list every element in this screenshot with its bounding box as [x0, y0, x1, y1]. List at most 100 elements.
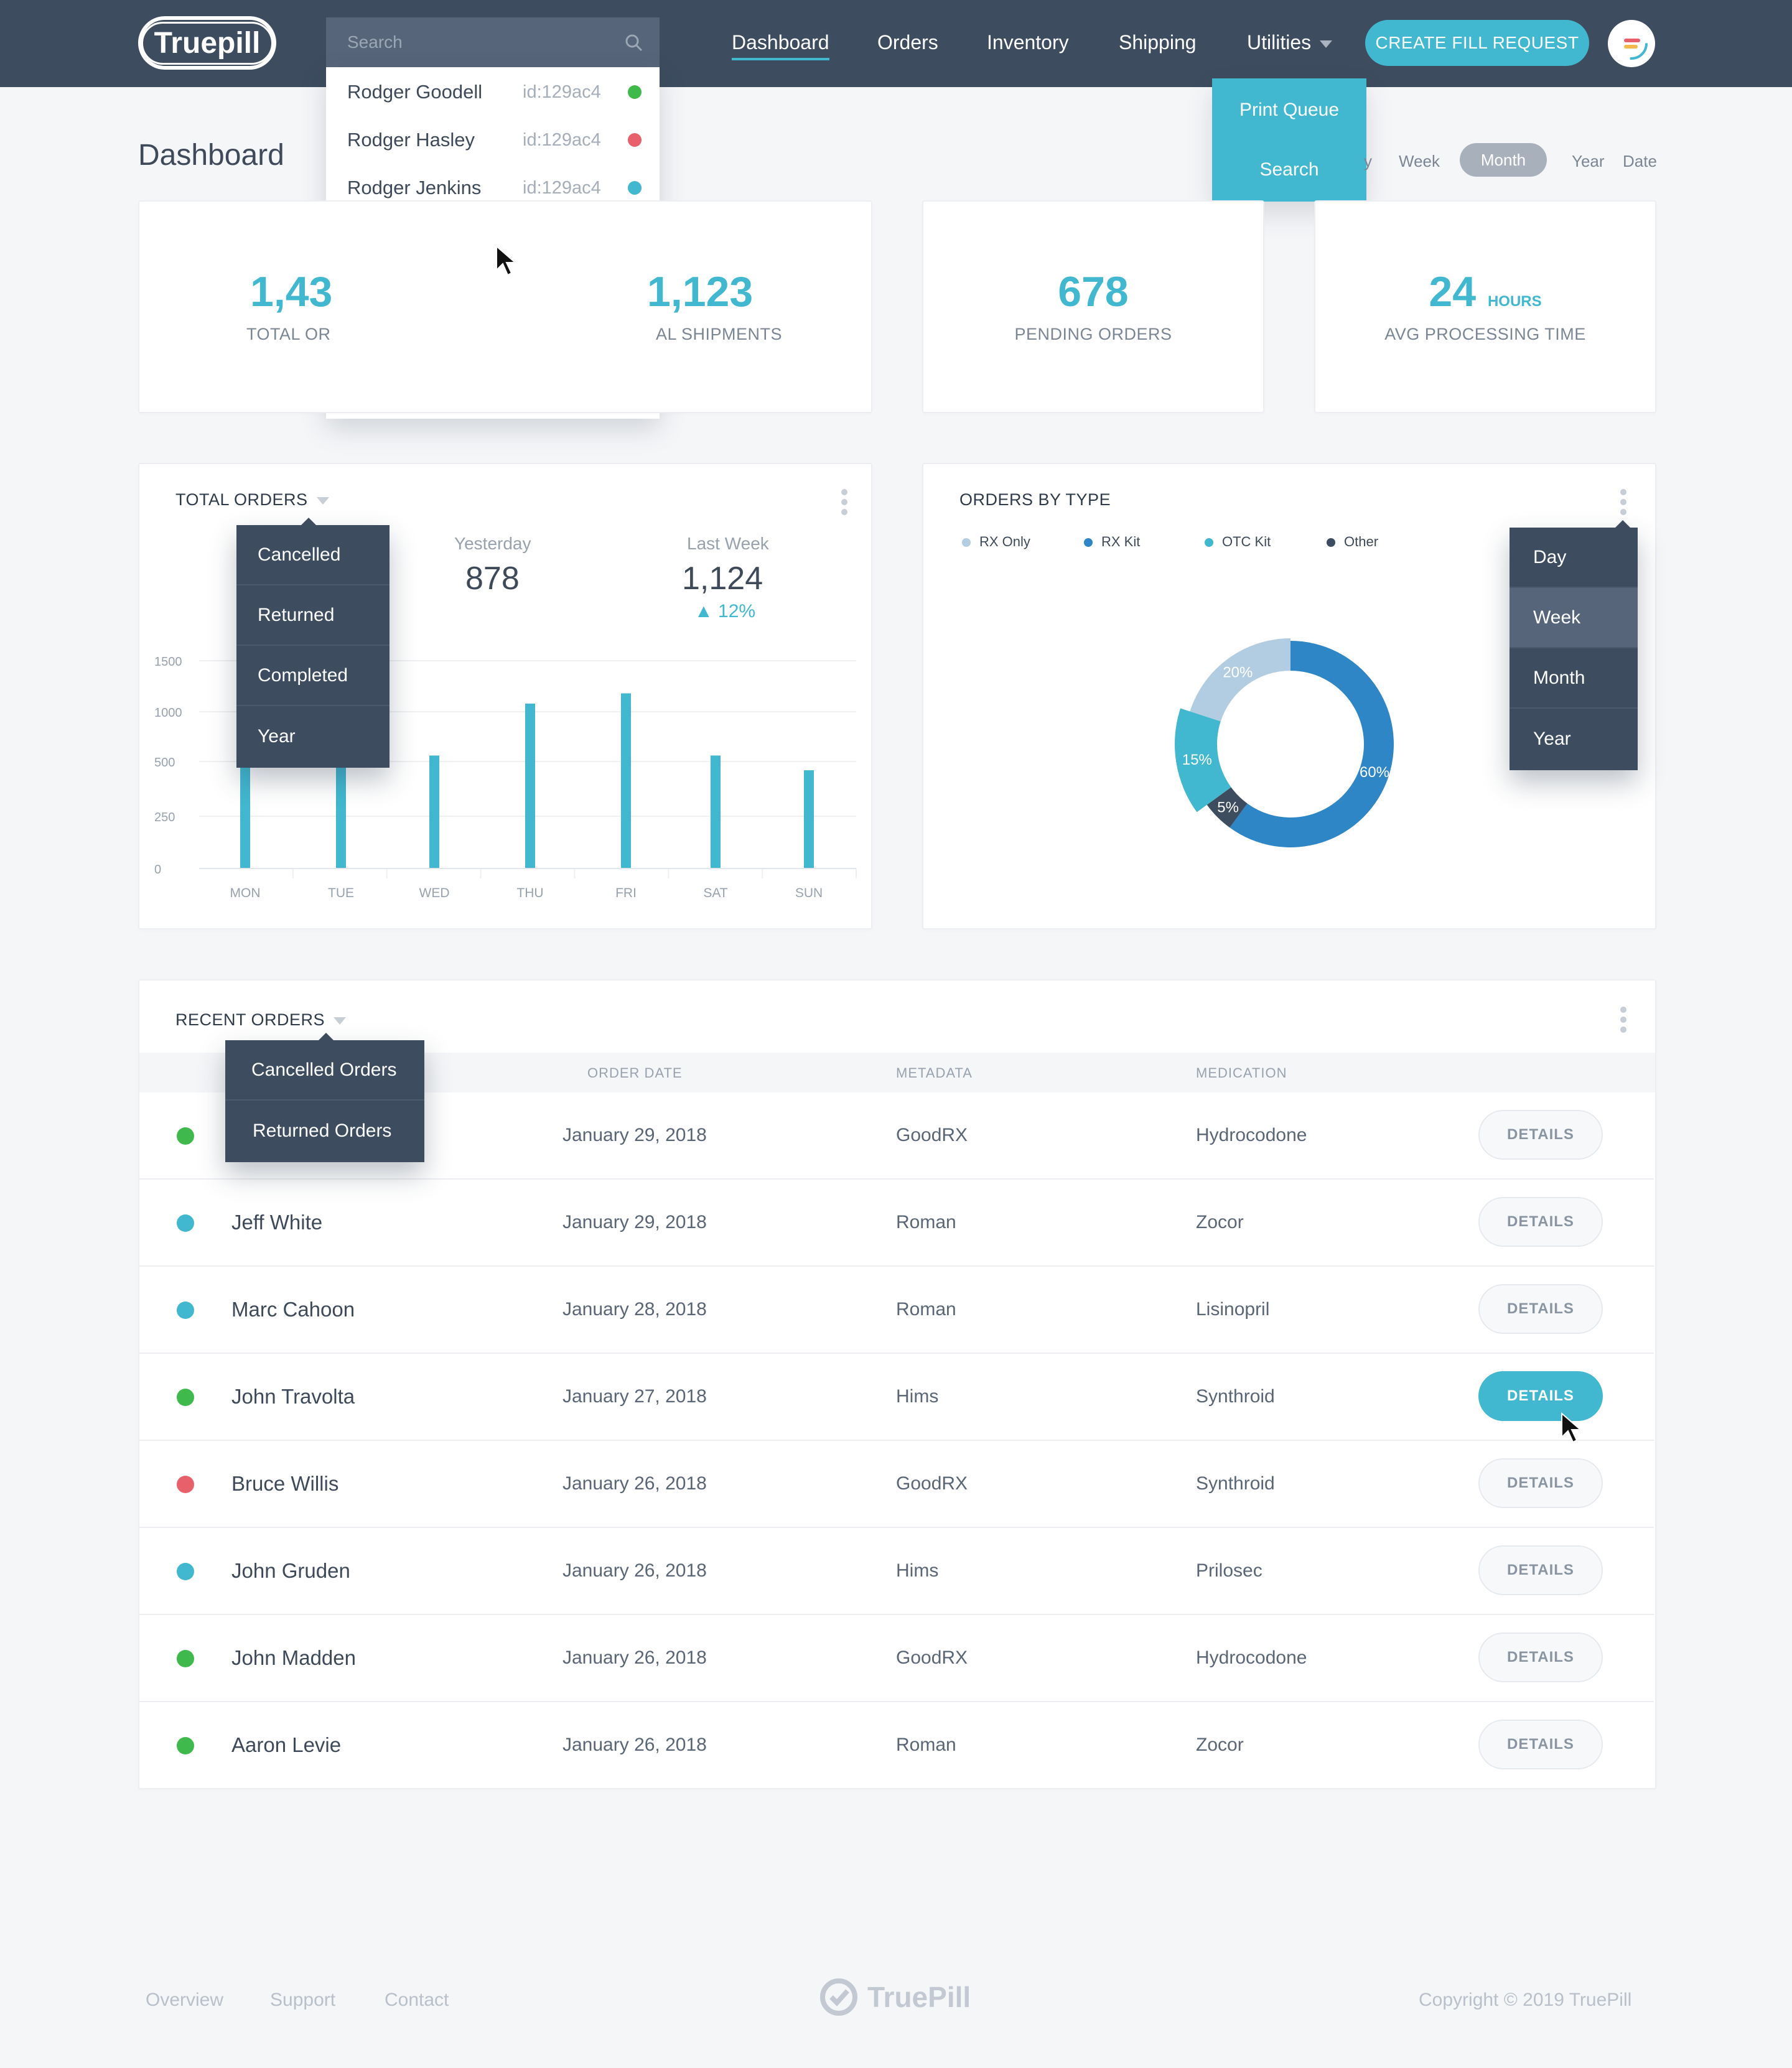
- nav-shipping[interactable]: Shipping: [1119, 31, 1197, 54]
- metadata: GoodRX: [896, 1647, 968, 1668]
- details-button[interactable]: DETAILS: [1478, 1720, 1603, 1769]
- stat-avg-number: 24: [1429, 268, 1477, 315]
- pie-slice[interactable]: [1206, 787, 1248, 828]
- metadata: Roman: [896, 1299, 956, 1320]
- x-tick-label: TUE: [328, 886, 354, 900]
- search-result-item[interactable]: Rodger Goodell id:129ac4: [326, 68, 660, 116]
- search-result-name: Rodger Jenkins: [347, 177, 482, 198]
- stat-total-orders-label: TOTAL OR: [246, 325, 331, 343]
- stat-shipments-value: 1,123: [647, 268, 754, 315]
- total-orders-filter-dropdown: Cancelled Returned Completed Year: [236, 518, 390, 768]
- row-divider: [138, 1788, 1654, 1789]
- page-title: Dashboard: [138, 139, 284, 172]
- column-medication[interactable]: MEDICATION: [1196, 1065, 1287, 1081]
- row-divider: [138, 1440, 1654, 1441]
- column-order-date[interactable]: ORDER DATE: [587, 1065, 683, 1081]
- search-result-name: Rodger Hasley: [347, 129, 475, 151]
- x-tick-label: SAT: [703, 886, 727, 900]
- bar[interactable]: [711, 755, 721, 869]
- menu-item-returned[interactable]: Returned: [236, 585, 390, 646]
- legend-swatch: [1084, 538, 1093, 547]
- range-tab-year[interactable]: Year: [1572, 152, 1605, 170]
- row-divider: [138, 1701, 1654, 1702]
- details-button[interactable]: DETAILS: [1478, 1110, 1603, 1160]
- footer-link-contact[interactable]: Contact: [385, 1990, 449, 2010]
- details-button[interactable]: DETAILS: [1478, 1371, 1603, 1421]
- legend-swatch: [1205, 538, 1213, 547]
- details-button[interactable]: DETAILS: [1478, 1197, 1603, 1247]
- search-result-name: Rodger Goodell: [347, 81, 483, 103]
- status-dot: [628, 85, 642, 99]
- avatar[interactable]: [1608, 20, 1655, 67]
- bar[interactable]: [429, 755, 439, 869]
- menu-item-year[interactable]: Year: [258, 725, 296, 747]
- more-options-icon[interactable]: [1620, 1007, 1626, 1036]
- menu-item-print-queue[interactable]: Print Queue: [1239, 100, 1340, 120]
- range-tab-month[interactable]: Month: [1460, 143, 1547, 177]
- legend-swatch: [1327, 538, 1335, 547]
- bar[interactable]: [240, 752, 250, 869]
- chart-legend: RX Only RX Kit OTC Kit Other: [962, 534, 1435, 552]
- column-metadata[interactable]: METADATA: [896, 1065, 973, 1081]
- more-options-icon[interactable]: [1620, 489, 1626, 519]
- stat-avg-value: 24 HOURS: [1314, 268, 1656, 316]
- bar[interactable]: [336, 747, 346, 869]
- details-button[interactable]: DETAILS: [1478, 1633, 1603, 1682]
- details-button[interactable]: DETAILS: [1478, 1545, 1603, 1595]
- nav-dashboard[interactable]: Dashboard: [732, 31, 829, 60]
- nav-utilities[interactable]: Utilities: [1247, 31, 1333, 54]
- bar[interactable]: [804, 770, 814, 869]
- search-icon[interactable]: [625, 34, 643, 52]
- row-divider: [138, 1614, 1654, 1615]
- truepill-mark-icon: [820, 1978, 857, 2016]
- details-button[interactable]: DETAILS: [1478, 1458, 1603, 1508]
- search-result-item[interactable]: Rodger Jenkins id:129ac4: [326, 164, 660, 212]
- order-date: January 26, 2018: [562, 1473, 707, 1494]
- recent-orders-title[interactable]: RECENT ORDERS: [175, 1010, 347, 1030]
- nav-orders[interactable]: Orders: [877, 31, 938, 54]
- bar[interactable]: [621, 693, 631, 869]
- slice-label: 20%: [1223, 664, 1253, 681]
- last-week-value: 1,124: [682, 561, 763, 597]
- footer-link-support[interactable]: Support: [270, 1990, 336, 2010]
- create-fill-request-button[interactable]: CREATE FILL REQUEST: [1365, 20, 1589, 66]
- range-tab-date[interactable]: Date: [1623, 152, 1657, 170]
- medication: Lisinopril: [1196, 1299, 1270, 1320]
- patient-name: Bruce Willis: [231, 1472, 339, 1495]
- details-button[interactable]: DETAILS: [1478, 1284, 1603, 1334]
- search-placeholder: Search: [347, 32, 403, 52]
- medication: Zocor: [1196, 1212, 1244, 1232]
- bar[interactable]: [525, 703, 535, 869]
- order-date: January 29, 2018: [562, 1125, 707, 1145]
- more-options-icon[interactable]: [841, 489, 847, 519]
- menu-item-cancelled-orders[interactable]: Cancelled Orders: [225, 1040, 424, 1101]
- orders-by-type-donut-chart: 20% 60% 5% 15%: [1175, 638, 1394, 847]
- menu-item-search[interactable]: Search: [1259, 159, 1319, 180]
- nav-inventory[interactable]: Inventory: [987, 31, 1069, 54]
- menu-item-week[interactable]: Week: [1510, 588, 1638, 648]
- menu-item-year[interactable]: Year: [1533, 728, 1571, 749]
- order-date: January 26, 2018: [562, 1560, 707, 1581]
- search-result-item[interactable]: Rodger Hasley id:129ac4: [326, 116, 660, 164]
- range-tab-day[interactable]: y: [1364, 152, 1372, 170]
- menu-item-completed[interactable]: Completed: [236, 646, 390, 706]
- orders-by-type-title: ORDERS BY TYPE: [959, 490, 1111, 509]
- menu-item-cancelled[interactable]: Cancelled: [236, 525, 390, 585]
- menu-item-month[interactable]: Month: [1510, 648, 1638, 709]
- search-input[interactable]: Search: [326, 17, 660, 67]
- total-orders-title[interactable]: TOTAL ORDERS: [175, 490, 329, 510]
- footer-link-overview[interactable]: Overview: [146, 1990, 224, 2010]
- truepill-logo[interactable]: Truepill: [138, 16, 276, 70]
- pie-slice[interactable]: [1230, 641, 1394, 847]
- menu-item-returned-orders[interactable]: Returned Orders: [253, 1120, 392, 1141]
- status-dot: [177, 1127, 194, 1145]
- menu-item-day[interactable]: Day: [1510, 528, 1638, 588]
- medication: Zocor: [1196, 1735, 1244, 1755]
- range-tab-week[interactable]: Week: [1399, 152, 1440, 170]
- pie-slice[interactable]: [1175, 708, 1231, 813]
- status-dot: [628, 181, 642, 195]
- pie-slice[interactable]: [1190, 638, 1290, 722]
- stats-card-avg: [1314, 200, 1656, 413]
- status-dot: [177, 1302, 194, 1319]
- stats-card-pending: [922, 200, 1264, 413]
